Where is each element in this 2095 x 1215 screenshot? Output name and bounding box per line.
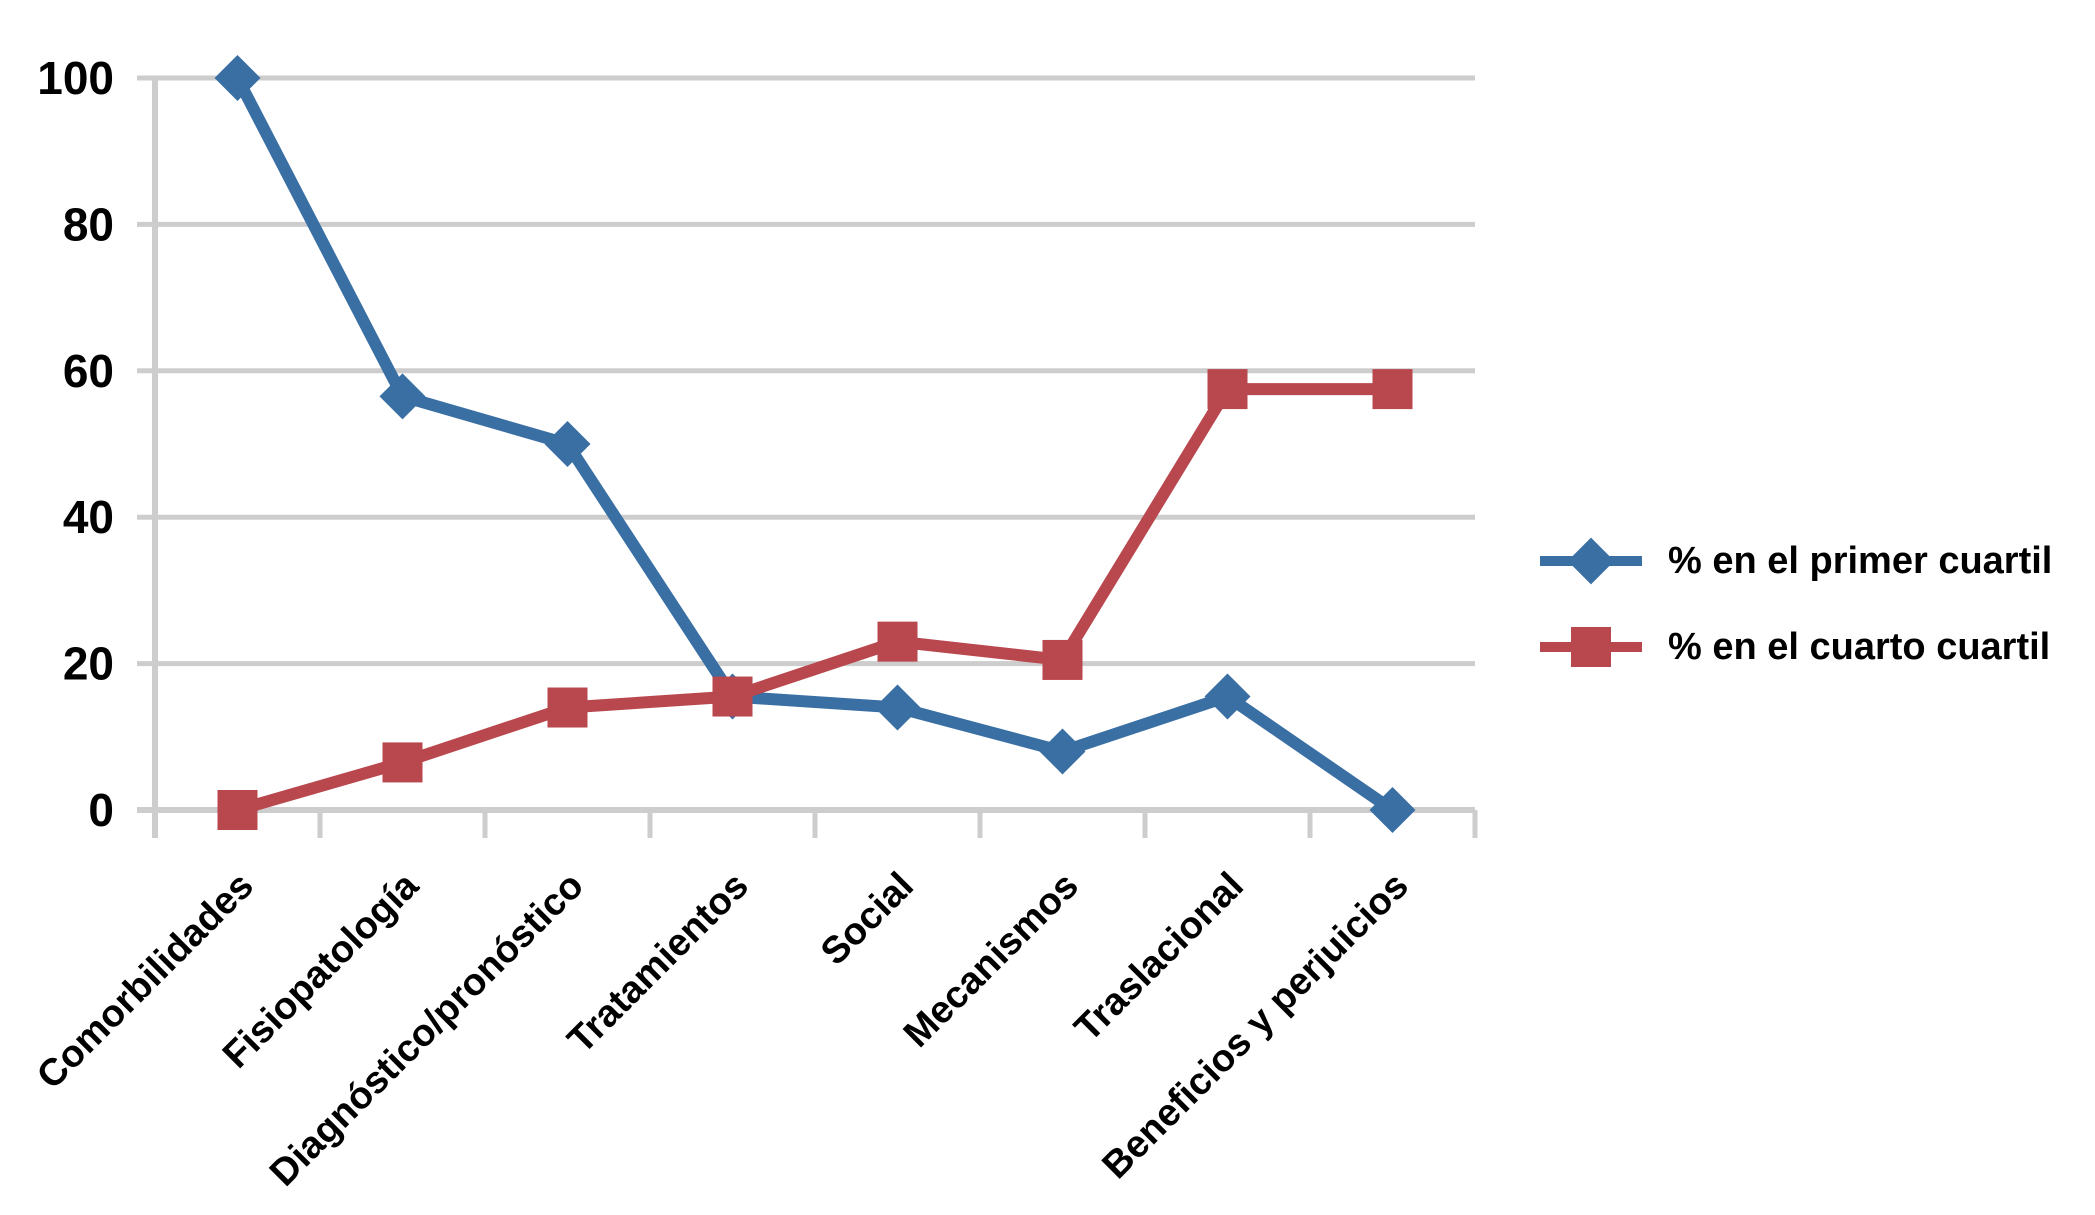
y-tick-label-80: 80	[63, 198, 114, 250]
chart-legend: % en el primer cuartil % en el cuarto cu…	[1538, 536, 2052, 672]
data-point-square	[217, 790, 258, 830]
series-line-0	[231, 72, 1399, 816]
data-point-square	[1042, 639, 1083, 680]
y-tick-label-0: 0	[88, 784, 114, 836]
legend-item-cuarto-cuartil: % en el cuarto cuartil	[1538, 622, 2052, 672]
x-category-label: Traslacional	[1067, 865, 1252, 1050]
data-point-square	[1207, 369, 1248, 410]
diamond-marker-icon	[1567, 537, 1615, 585]
y-tick-label-20: 20	[63, 638, 114, 690]
y-tick-label-100: 100	[37, 52, 114, 104]
data-point-diamond	[544, 421, 591, 467]
data-point-square	[382, 742, 423, 783]
data-point-diamond	[1204, 673, 1251, 720]
square-marker-icon	[1571, 627, 1611, 667]
x-category-label: Mecanismos	[896, 865, 1087, 1056]
y-tick-label-40: 40	[63, 491, 114, 543]
legend-swatch-primer-cuartil	[1538, 536, 1644, 586]
x-category-label: Social	[813, 865, 922, 974]
data-point-square	[712, 676, 753, 717]
y-tick-label-60: 60	[63, 345, 114, 397]
data-point-diamond	[214, 55, 261, 101]
legend-item-primer-cuartil: % en el primer cuartil	[1538, 536, 2052, 586]
x-category-label: Comorbilidades	[29, 865, 262, 1098]
x-category-label: Beneficios y perjuicios	[1094, 865, 1416, 1187]
data-point-square	[877, 621, 918, 662]
data-point-diamond	[874, 684, 921, 731]
legend-label-primer-cuartil: % en el primer cuartil	[1668, 540, 2053, 582]
legend-label-cuarto-cuartil: % en el cuarto cuartil	[1668, 626, 2051, 668]
legend-swatch-cuarto-cuartil	[1538, 622, 1644, 672]
series-line-1	[231, 383, 1399, 816]
data-point-square	[1372, 369, 1413, 410]
data-point-square	[547, 687, 588, 728]
data-point-diamond	[1369, 787, 1416, 833]
data-point-diamond	[1039, 728, 1086, 775]
x-category-label: Diagnóstico/pronóstico	[262, 865, 592, 1195]
data-point-diamond	[379, 373, 426, 420]
